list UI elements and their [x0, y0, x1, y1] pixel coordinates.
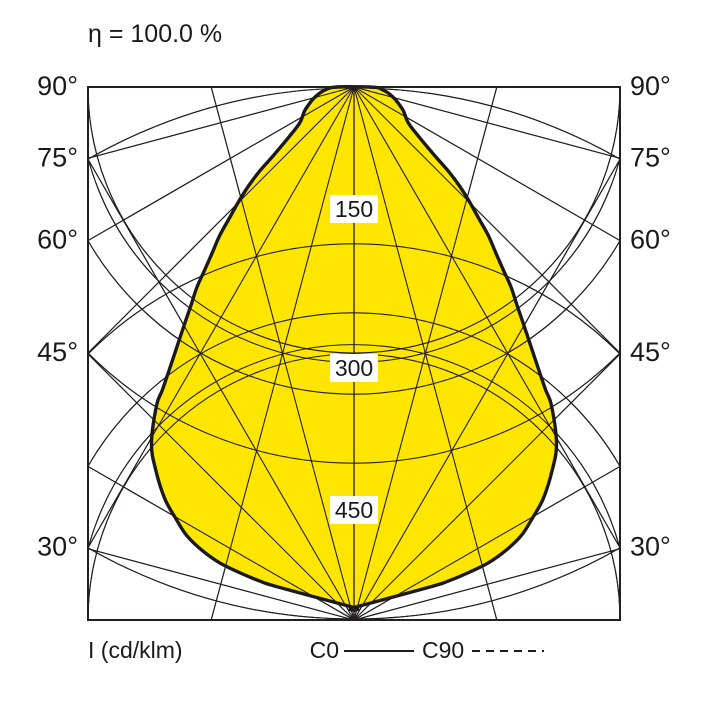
svg-text:I (cd/klm): I (cd/klm) [88, 637, 183, 663]
svg-text:75°: 75° [630, 142, 671, 172]
svg-text:60°: 60° [37, 225, 78, 255]
svg-text:45°: 45° [630, 337, 671, 367]
svg-text:90°: 90° [37, 71, 78, 101]
svg-text:30°: 30° [37, 532, 78, 562]
svg-text:45°: 45° [37, 337, 78, 367]
svg-text:90°: 90° [630, 71, 671, 101]
svg-text:C0: C0 [310, 637, 339, 663]
svg-text:450: 450 [335, 497, 373, 523]
svg-text:30°: 30° [630, 532, 671, 562]
svg-text:150: 150 [335, 196, 373, 222]
svg-text:η = 100.0 %: η = 100.0 % [88, 20, 222, 48]
svg-text:300: 300 [335, 355, 373, 381]
svg-text:60°: 60° [630, 225, 671, 255]
svg-text:C90: C90 [422, 637, 464, 663]
svg-text:75°: 75° [37, 142, 78, 172]
